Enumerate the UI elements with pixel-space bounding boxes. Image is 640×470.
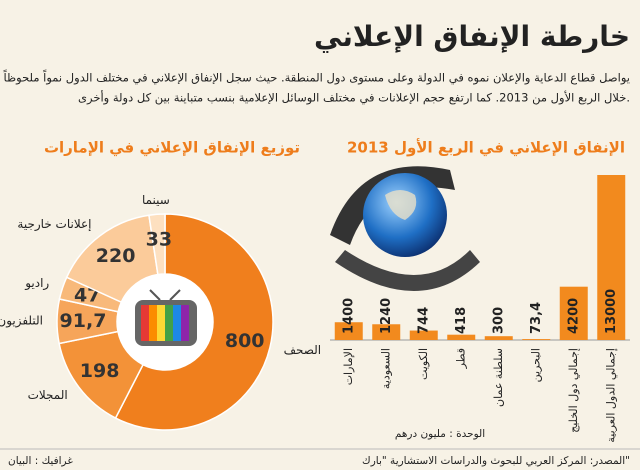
bar bbox=[447, 334, 476, 340]
bar bbox=[372, 324, 401, 340]
category-label: المجلات bbox=[28, 388, 68, 402]
category-label: إجمالي دول الخليج bbox=[567, 348, 580, 433]
page-title: خارطة الإنفاق الإعلاني bbox=[314, 20, 630, 53]
value-label: 33 bbox=[146, 229, 172, 251]
tv-illustration bbox=[117, 274, 213, 370]
category-label: السعودية bbox=[379, 348, 392, 389]
credit: غرافيك : البيان bbox=[8, 455, 73, 467]
category-label: الصحف bbox=[284, 343, 322, 357]
value-label: 220 bbox=[96, 245, 136, 267]
source: المصدر: المركز العربي للبحوث والدراسات ا… bbox=[362, 455, 630, 467]
value-label: 91,7 bbox=[60, 310, 107, 332]
category-label: راديو bbox=[24, 276, 49, 291]
bar bbox=[334, 322, 363, 340]
value-label: 418 bbox=[454, 307, 469, 334]
value-label: 1240 bbox=[379, 298, 394, 334]
category-label: قطر bbox=[454, 348, 467, 369]
value-label: 73,4 bbox=[529, 302, 544, 334]
bar bbox=[559, 286, 588, 340]
unit-label: الوحدة : مليون درهم bbox=[395, 428, 485, 440]
value-label: 800 bbox=[225, 330, 265, 352]
value-label: 4200 bbox=[566, 298, 581, 334]
bar bbox=[409, 330, 438, 340]
category-label: إجمالي الدول العربية bbox=[604, 348, 617, 443]
bar bbox=[597, 175, 626, 340]
value-label: 1400 bbox=[341, 298, 356, 334]
category-label: إعلانات خارجية bbox=[17, 217, 91, 232]
category-label: الكويت bbox=[417, 348, 430, 380]
category-label: التلفزيون bbox=[0, 314, 43, 329]
category-label: سلطنة عمان bbox=[492, 348, 505, 407]
category-label: الإمارات bbox=[342, 348, 355, 385]
donut-slice bbox=[114, 213, 274, 431]
value-label: 744 bbox=[416, 307, 431, 334]
donut-slice bbox=[148, 213, 166, 276]
chart-title: الإنفاق الإعلاني في الربع الأول 2013 bbox=[347, 139, 625, 157]
intro-line: خلال الربع الأول من 2013. كما ارتفع حجم … bbox=[78, 90, 630, 106]
category-label: البحرين bbox=[529, 348, 542, 382]
value-label: 300 bbox=[491, 307, 506, 334]
bar bbox=[484, 336, 513, 340]
intro-line: يواصل قطاع الدعاية والإعلان نموه في الدو… bbox=[3, 69, 630, 86]
value-label: 198 bbox=[80, 360, 120, 382]
bar bbox=[522, 339, 551, 340]
value-label: 13000 bbox=[604, 289, 619, 334]
chart-title: توزيع الإنفاق الإعلاني في الإمارات bbox=[44, 139, 300, 157]
category-label: سينما bbox=[142, 193, 170, 207]
globe-illustration bbox=[330, 166, 480, 291]
